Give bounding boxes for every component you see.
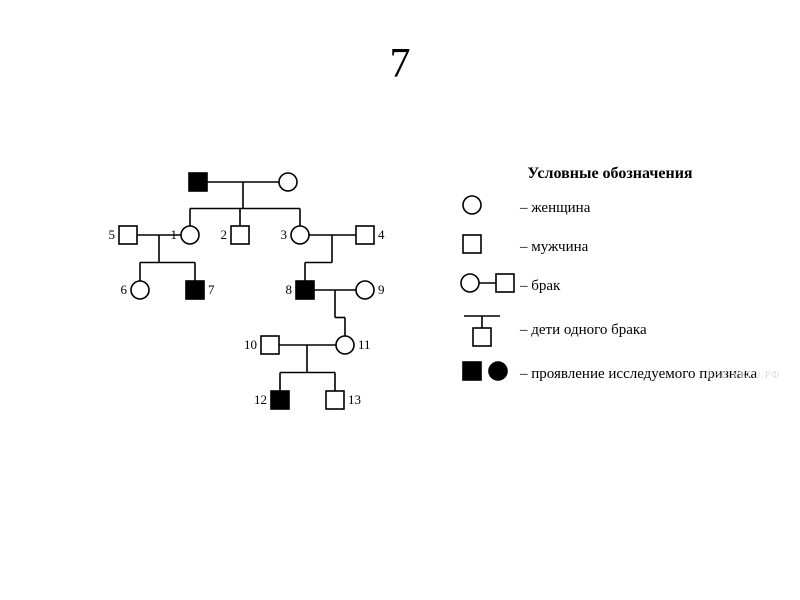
pedigree-node-label: 6 bbox=[121, 282, 128, 297]
pedigree-node-label: 3 bbox=[281, 227, 288, 242]
watermark: РЕШУЕГЭ.РФ bbox=[707, 370, 780, 381]
legend-label: – брак bbox=[520, 278, 760, 295]
pedigree-chart: 12345678910111213 bbox=[80, 160, 420, 420]
pedigree-node-label: 10 bbox=[244, 337, 257, 352]
pedigree-node-label: 4 bbox=[378, 227, 385, 242]
pedigree-node-label: 7 bbox=[208, 282, 215, 297]
pedigree-node bbox=[189, 173, 207, 191]
pedigree-node bbox=[261, 336, 279, 354]
legend-row: – женщина bbox=[460, 193, 760, 223]
pedigree-node bbox=[326, 391, 344, 409]
legend-symbol bbox=[460, 310, 520, 350]
legend-label: – мужчина bbox=[520, 239, 760, 256]
legend-symbol bbox=[460, 359, 520, 389]
pedigree-node-label: 8 bbox=[286, 282, 293, 297]
legend-title: Условные обозначения bbox=[460, 165, 760, 183]
legend-row: – мужчина bbox=[460, 232, 760, 262]
pedigree-node bbox=[131, 281, 149, 299]
pedigree-node-label: 2 bbox=[221, 227, 228, 242]
legend-symbol bbox=[460, 193, 520, 223]
legend-row: – брак bbox=[460, 271, 760, 301]
pedigree-node bbox=[291, 226, 309, 244]
pedigree-node-label: 9 bbox=[378, 282, 385, 297]
legend: Условные обозначения – женщина – мужчина –… bbox=[460, 165, 760, 398]
pedigree-node-label: 11 bbox=[358, 337, 371, 352]
pedigree-node-label: 5 bbox=[109, 227, 116, 242]
pedigree-node-label: 13 bbox=[348, 392, 361, 407]
legend-label: – дети одного брака bbox=[520, 322, 760, 339]
pedigree-node bbox=[296, 281, 314, 299]
pedigree-node bbox=[186, 281, 204, 299]
pedigree-node bbox=[356, 281, 374, 299]
legend-row: – дети одного брака bbox=[460, 310, 760, 350]
pedigree-node bbox=[271, 391, 289, 409]
legend-symbol bbox=[460, 271, 520, 301]
pedigree-node bbox=[356, 226, 374, 244]
page-title: 7 bbox=[0, 40, 800, 88]
pedigree-node bbox=[336, 336, 354, 354]
pedigree-node-label: 1 bbox=[171, 227, 178, 242]
pedigree-svg: 12345678910111213 bbox=[80, 160, 420, 420]
legend-label: – женщина bbox=[520, 200, 760, 217]
pedigree-node bbox=[279, 173, 297, 191]
pedigree-node bbox=[181, 226, 199, 244]
legend-symbol bbox=[460, 232, 520, 262]
pedigree-node bbox=[231, 226, 249, 244]
pedigree-node-label: 12 bbox=[254, 392, 267, 407]
pedigree-node bbox=[119, 226, 137, 244]
